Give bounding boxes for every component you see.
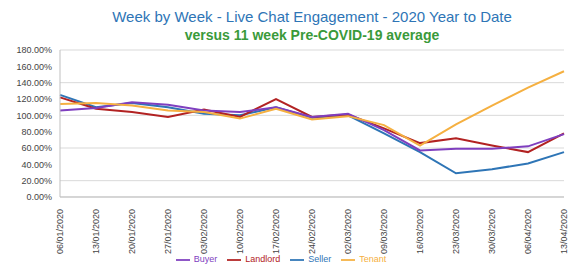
svg-text:80.00%: 80.00% [21,127,52,137]
svg-text:17/02/2020: 17/02/2020 [271,209,281,254]
html-text:Tenant: Tenant [359,254,387,265]
html-text:Seller: Seller [308,254,332,265]
svg-text:06/01/2020: 06/01/2020 [55,209,65,254]
svg-text:60.00%: 60.00% [21,143,52,153]
html-text:Week by Week - Live Chat Engag: Week by Week - Live Chat Engagement - 20… [112,8,512,25]
svg-text:23/03/2020: 23/03/2020 [451,209,461,254]
svg-text:16/03/2020: 16/03/2020 [415,209,425,254]
svg-text:27/01/2020: 27/01/2020 [163,209,173,254]
svg-text:10/02/2020: 10/02/2020 [235,209,245,254]
svg-text:03/02/2020: 03/02/2020 [199,209,209,254]
svg-text:13/04/2020: 13/04/2020 [559,209,569,254]
svg-text:30/03/2020: 30/03/2020 [487,209,497,254]
svg-text:20.00%: 20.00% [21,176,52,186]
svg-text:120.00%: 120.00% [16,94,52,104]
svg-text:0.00%: 0.00% [26,192,52,202]
svg-text:20/01/2020: 20/01/2020 [127,209,137,254]
html-text:Buyer: Buyer [193,254,218,265]
html-text:versus 11 week Pre-COVID-19 av: versus 11 week Pre-COVID-19 average [184,27,440,43]
svg-text:06/04/2020: 06/04/2020 [523,209,533,254]
svg-text:13/01/2020: 13/01/2020 [91,209,101,254]
svg-text:140.00%: 140.00% [16,78,52,88]
svg-text:180.00%: 180.00% [16,45,52,55]
svg-text:160.00%: 160.00% [16,62,52,72]
svg-text:24/02/2020: 24/02/2020 [307,209,317,254]
svg-text:09/03/2020: 09/03/2020 [379,209,389,254]
svg-text:02/03/2020: 02/03/2020 [343,209,353,254]
svg-text:40.00%: 40.00% [21,160,52,170]
svg-text:100.00%: 100.00% [16,111,52,121]
html-text:Landlord: Landlord [245,254,281,265]
